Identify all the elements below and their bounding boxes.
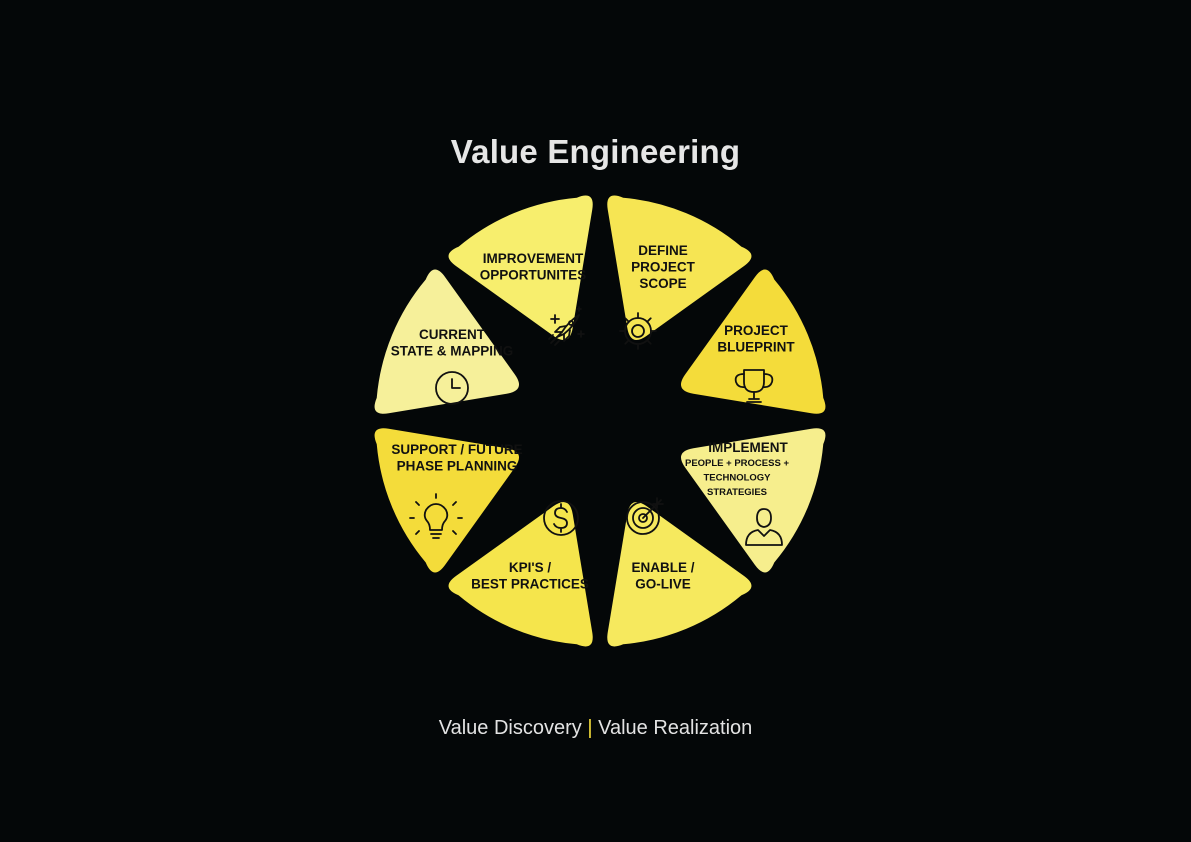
segment-shape-improvement <box>448 195 593 341</box>
clock-icon <box>435 371 469 405</box>
segment-sublabel-implement: STRATEGIES <box>707 487 767 498</box>
segment-sublabel-implement: TECHNOLOGY <box>703 473 771 484</box>
segment-label-kpis: KPI'S / <box>509 560 551 575</box>
trophy-icon <box>734 369 774 403</box>
segment-label-enable: GO-LIVE <box>635 577 691 592</box>
segment-shape-define <box>607 195 752 341</box>
segment-label-support: PHASE PLANNING <box>397 459 518 474</box>
dollar-icon <box>543 500 579 536</box>
segment-current: CURRENT STATE & MAPPING <box>374 269 520 414</box>
segment-label-improvement: IMPROVEMENT <box>483 251 584 266</box>
segment-label-define: SCOPE <box>639 276 686 291</box>
segment-label-current: STATE & MAPPING <box>391 344 514 359</box>
segment-shape-implement <box>680 428 826 573</box>
segment-sublabel-implement: PEOPLE + PROCESS + <box>685 458 789 469</box>
target-icon <box>626 497 664 535</box>
segment-label-blueprint: BLUEPRINT <box>717 340 795 355</box>
footer-separator: | <box>587 717 593 739</box>
diagram-title: Value Engineering <box>450 133 741 170</box>
rocket-icon <box>548 306 585 346</box>
segment-blueprint: PROJECT BLUEPRINT <box>680 269 826 414</box>
segment-label-define: PROJECT <box>631 260 696 275</box>
segment-enable: ENABLE / GO-LIVE <box>607 497 752 647</box>
segment-shape-current <box>374 269 520 414</box>
segment-label-blueprint: PROJECT <box>724 323 789 338</box>
segment-label-implement: IMPLEMENT <box>708 440 788 455</box>
footer-value-discovery: Value Discovery <box>438 717 582 739</box>
segment-kpis: KPI'S / BEST PRACTICES <box>448 500 593 647</box>
segment-label-enable: ENABLE / <box>631 560 694 575</box>
segment-label-define: DEFINE <box>638 243 688 258</box>
segment-shape-kpis <box>448 501 593 647</box>
segment-support: SUPPORT / FUTURE PHASE PLANNING <box>374 428 523 573</box>
gear-icon <box>619 312 657 350</box>
segment-label-support: SUPPORT / FUTURE <box>391 442 522 457</box>
segment-label-improvement: OPPORTUNITES <box>480 268 587 283</box>
footer-value-realization: Value Realization <box>598 717 753 739</box>
segment-implement: IMPLEMENT PEOPLE + PROCESS + TECHNOLOGY STR… <box>680 428 826 573</box>
segment-shape-blueprint <box>680 269 826 414</box>
segment-improvement: IMPROVEMENT OPPORTUNITES <box>448 195 593 346</box>
segment-shape-support <box>374 428 520 573</box>
segment-label-current: CURRENT <box>419 327 486 342</box>
lightbulb-icon <box>409 493 463 539</box>
footer-caption: Value Discovery | Value Realization <box>0 717 1191 740</box>
segment-shape-enable <box>607 501 752 647</box>
person-icon <box>745 508 783 546</box>
segment-label-kpis: BEST PRACTICES <box>471 577 589 592</box>
